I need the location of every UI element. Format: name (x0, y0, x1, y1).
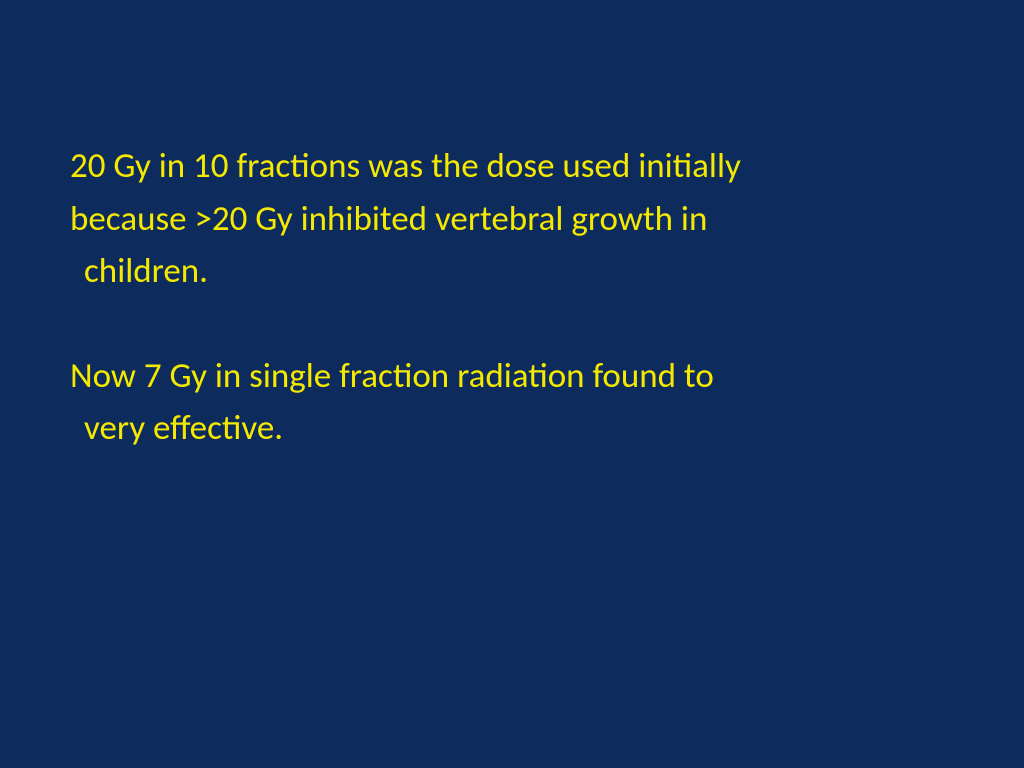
paragraph-2-line-2: very effective.. (70, 402, 954, 455)
paragraph-1-line-2: because >20 Gy inhibited vertebral growt… (70, 193, 954, 246)
paragraph-spacer (70, 298, 954, 350)
presentation-slide: 20 Gy in 10 fractions was the dose used … (0, 0, 1024, 768)
paragraph-2-line-1: Now 7 Gy in single fraction radiation fo… (70, 350, 954, 403)
paragraph-1-line-1: 20 Gy in 10 fractions was the dose used … (70, 140, 954, 193)
trailing-dot: . (283, 407, 292, 449)
paragraph-2-line-2-text: very effective. (84, 407, 283, 449)
paragraph-1-line-3: children. (70, 245, 954, 298)
